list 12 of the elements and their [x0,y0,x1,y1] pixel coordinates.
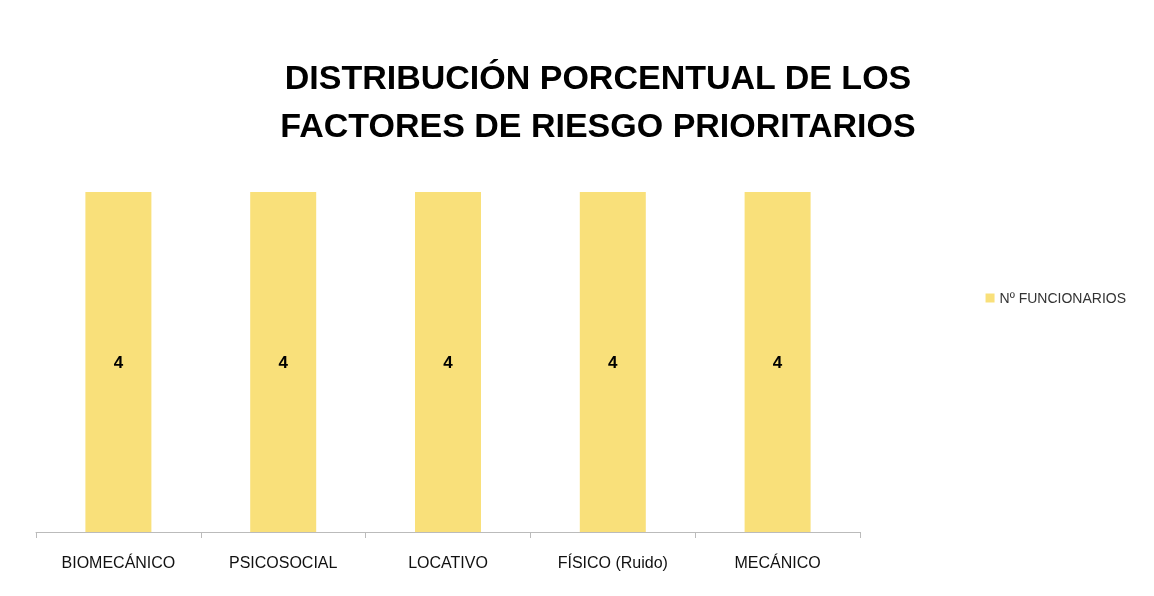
data-label: 4 [772,352,783,372]
data-label: 4 [608,352,619,372]
x-tick-label: BIOMECÁNICO [61,552,176,571]
legend-label: Nº FUNCIONARIOS [999,290,1126,306]
x-tick-label: FÍSICO (Ruido) [557,552,668,571]
data-label: 4 [443,352,454,372]
data-label: 4 [278,352,289,372]
x-tick-label: LOCATIVO [408,553,488,571]
chart-title: DISTRIBUCIÓN PORCENTUAL DE LOS FACTORES DE RIESGO PRIORITARIOS [280,58,916,144]
x-tick-label: MECÁNICO [734,552,821,571]
data-label: 4 [113,352,124,372]
x-tick-label: PSICOSOCIAL [228,553,338,571]
